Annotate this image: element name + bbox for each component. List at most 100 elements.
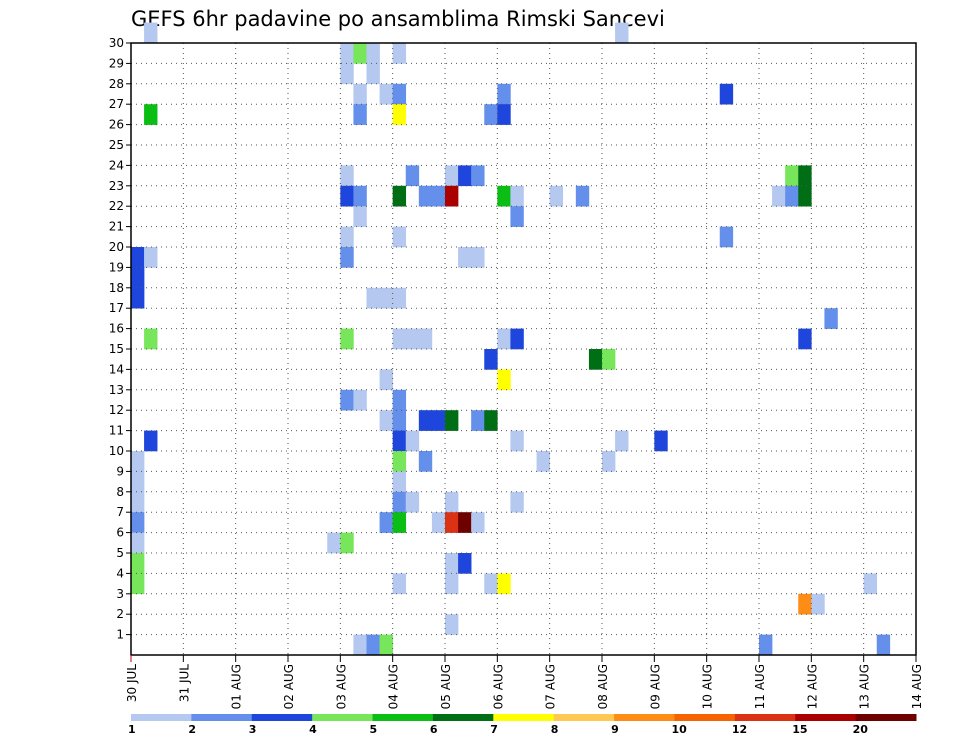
y-tick-label: 29	[109, 56, 124, 70]
heatmap-cell	[471, 410, 485, 431]
heatmap-cell	[510, 491, 524, 513]
x-tick-label: 01 AUG	[230, 664, 244, 709]
heatmap-cell	[575, 185, 590, 207]
heatmap-cell	[144, 104, 158, 125]
x-tick-label: 11 AUG	[753, 664, 767, 709]
heatmap-cell	[418, 410, 433, 431]
y-tick-label: 13	[109, 383, 124, 397]
heatmap-cell	[131, 491, 145, 513]
heatmap-cell	[392, 43, 407, 64]
y-tick-label: 30	[109, 36, 124, 50]
heatmap-cell	[340, 43, 354, 64]
heatmap-cell	[824, 308, 838, 329]
y-tick-label: 18	[109, 281, 124, 295]
colorbar-segment	[251, 714, 313, 721]
heatmap-cell	[366, 634, 380, 656]
colorbar-label: 20	[853, 723, 869, 736]
heatmap-cell	[431, 512, 446, 533]
colorbar-label: 7	[490, 723, 498, 736]
y-tick-label: 28	[109, 77, 124, 91]
heatmap-cell	[445, 614, 459, 635]
y-tick-label: 9	[116, 464, 124, 478]
heatmap-cell	[484, 573, 498, 595]
x-tick-label: 30 JUL	[125, 664, 139, 702]
heatmap-cell	[418, 185, 433, 207]
y-tick-label: 21	[109, 220, 124, 234]
heatmap-cell	[392, 573, 407, 595]
heatmap-cell	[392, 471, 407, 493]
heatmap-cell	[353, 104, 367, 125]
colorbar-label: 1	[128, 723, 136, 736]
colorbar-segment	[795, 714, 857, 721]
heatmap-cell	[131, 451, 145, 472]
heatmap-cell	[353, 185, 367, 207]
heatmap-cell	[445, 410, 459, 431]
colorbar-label: 10	[671, 723, 687, 736]
heatmap-cell	[536, 451, 550, 472]
heatmap-cell	[772, 185, 786, 207]
heatmap-cell	[392, 389, 407, 411]
heatmap-cell	[392, 430, 407, 452]
heatmap-cell	[484, 349, 498, 370]
heatmap-cell	[785, 165, 799, 187]
y-tick-label: 24	[109, 158, 124, 172]
heatmap-cell	[719, 83, 734, 105]
colorbar-segment	[312, 714, 374, 721]
x-tick-label: 06 AUG	[491, 664, 505, 709]
x-axis: 30 JUL 31 JUL 01 AUG 02 AUG 03 AUG 04 AUG 05 A…	[125, 655, 924, 709]
colorbar-label: 4	[309, 723, 317, 736]
x-tick-label: 14 AUG	[910, 664, 924, 709]
gridlines	[131, 42, 916, 655]
heatmap-cell	[458, 553, 472, 574]
heatmap-cell	[340, 532, 354, 554]
heatmap-cell	[497, 573, 511, 595]
heatmap-cell	[471, 165, 485, 187]
heatmap-cell	[392, 491, 407, 513]
heatmap-cell	[366, 43, 380, 64]
colorbar-segment	[614, 714, 675, 721]
heatmap-cell	[431, 185, 446, 207]
heatmap-cell	[445, 185, 459, 207]
heatmap-cell	[445, 491, 459, 513]
heatmap-cell	[484, 104, 498, 125]
colorbar-label: 9	[611, 723, 619, 736]
heatmap-cell	[144, 328, 158, 350]
y-tick-label: 17	[109, 301, 124, 315]
x-tick-label: 08 AUG	[596, 664, 610, 709]
heatmap-cell	[131, 573, 145, 595]
heatmap-cell	[458, 165, 472, 187]
x-tick-label: 31 JUL	[177, 664, 191, 702]
heatmap-cell	[445, 573, 459, 595]
heatmap-cell	[654, 430, 668, 452]
colorbar-label: 12	[732, 723, 747, 736]
x-tick-label: 03 AUG	[334, 664, 348, 709]
heatmap-cell	[131, 247, 145, 268]
heatmap-cell	[759, 634, 773, 656]
heatmap-cell	[131, 532, 145, 554]
heatmap-cell	[379, 512, 393, 533]
colorbar-label: 8	[551, 723, 559, 736]
heatmap-cell	[510, 430, 524, 452]
x-tick-label: 05 AUG	[439, 664, 453, 709]
heatmap-cell	[876, 634, 891, 656]
heatmap-cell	[131, 471, 145, 493]
colorbar-segment	[191, 714, 253, 721]
y-tick-label: 1	[116, 628, 124, 642]
heatmap-cell	[353, 83, 367, 105]
y-tick-label: 7	[116, 505, 124, 519]
heatmap-cell	[497, 104, 511, 125]
heatmap-cell	[497, 83, 511, 105]
heatmap-cell	[602, 349, 616, 370]
heatmap-cell	[484, 410, 498, 431]
heatmap-cell	[497, 328, 511, 350]
y-tick-label: 20	[109, 240, 124, 254]
y-tick-label: 12	[109, 403, 124, 417]
heatmap-cell	[379, 634, 393, 656]
x-tick-label: 02 AUG	[282, 664, 296, 709]
heatmap-cell	[379, 83, 393, 105]
y-tick-label: 26	[109, 118, 124, 132]
heatmap-cell	[510, 185, 524, 207]
heatmap-cell	[379, 369, 393, 391]
y-tick-label: 5	[116, 546, 124, 560]
